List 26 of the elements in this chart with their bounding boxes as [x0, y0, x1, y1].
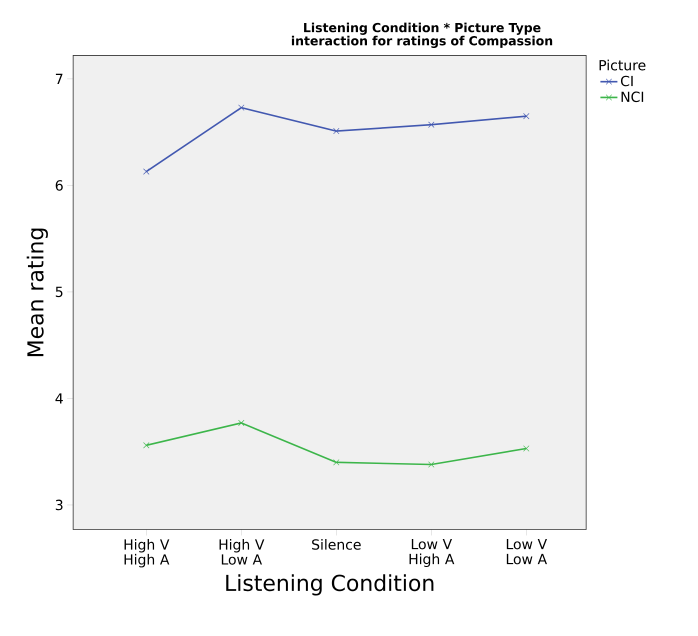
chart-title: Listening Condition * Picture Type interaction for ratings of Compassion	[292, 22, 552, 48]
x-axis-title: Listening Condition	[226, 574, 434, 596]
point	[333, 459, 340, 466]
point	[238, 104, 244, 111]
y-tick-label: 3	[56, 500, 63, 510]
point	[143, 168, 150, 175]
x-tick-label: High V Low A	[220, 538, 264, 565]
x-tick-label: Silence	[312, 538, 361, 550]
point	[238, 420, 244, 426]
y-tick-label: 5	[56, 286, 62, 298]
legend-label: NCI	[622, 92, 644, 102]
legend-title: Picture	[600, 60, 646, 70]
legend-label: CI	[620, 76, 633, 86]
x-tick-label: Low V High A	[410, 538, 454, 568]
y-tick-label: 7	[56, 74, 62, 84]
x-tick-label: Low V Low A	[506, 538, 548, 564]
point	[333, 128, 340, 134]
point	[428, 122, 434, 128]
point	[143, 442, 150, 448]
x-tick-label: High V High A	[124, 538, 170, 568]
point	[523, 113, 530, 120]
point	[523, 445, 530, 452]
y-axis-title: Mean rating	[26, 228, 48, 356]
y-tick-label: 4	[55, 393, 63, 404]
point	[428, 461, 434, 468]
y-tick-label: 6	[56, 180, 63, 191]
